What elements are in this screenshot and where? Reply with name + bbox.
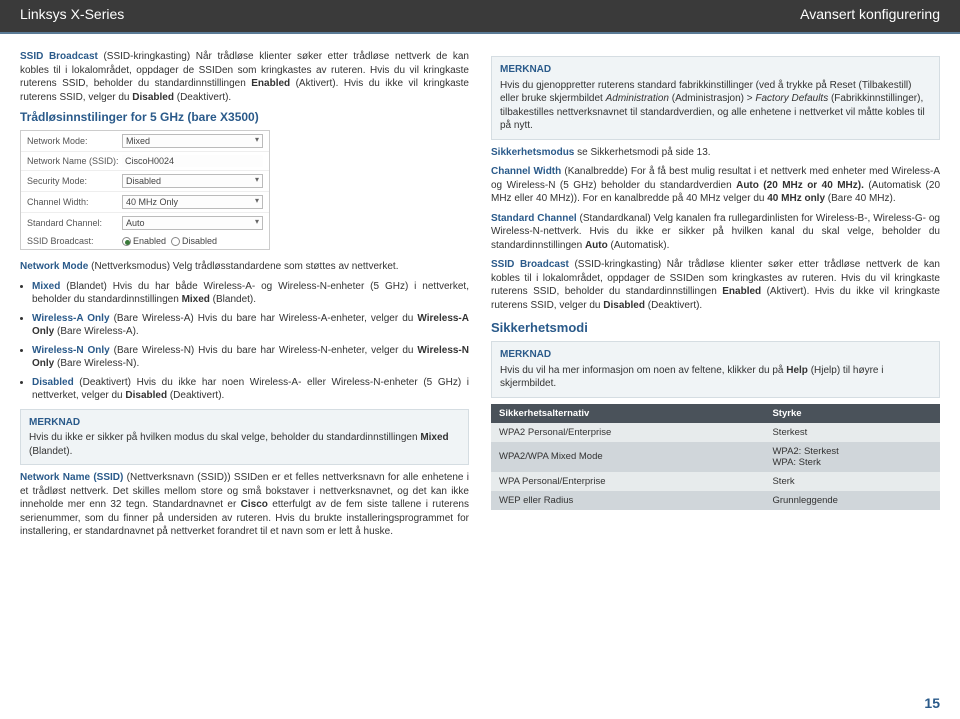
table-cell: Sterkest bbox=[764, 423, 940, 442]
wireless-settings-panel: Network Mode:MixedNetwork Name (SSID):Ci… bbox=[20, 130, 270, 250]
list-item: Mixed (Blandet) Hvis du har både Wireles… bbox=[32, 280, 469, 307]
note-mixed: MERKNAD Hvis du ikke er sikker på hvilke… bbox=[20, 409, 469, 466]
settings-label: Network Mode: bbox=[27, 136, 122, 146]
left-column: SSID Broadcast (SSID-kringkasting) Når t… bbox=[20, 50, 469, 545]
table-cell: WPA2 Personal/Enterprise bbox=[491, 423, 764, 442]
settings-dropdown[interactable]: Disabled bbox=[122, 174, 263, 188]
settings-dropdown[interactable]: Mixed bbox=[122, 134, 263, 148]
security-table: Sikkerhetsalternativ Styrke WPA2 Persona… bbox=[491, 404, 940, 510]
table-cell: WEP eller Radius bbox=[491, 491, 764, 510]
standard-channel-para: Standard Channel (Standardkanal) Velg ka… bbox=[491, 212, 940, 253]
settings-row: Network Name (SSID):CiscoH0024 bbox=[21, 152, 269, 171]
table-cell: WPA Personal/Enterprise bbox=[491, 472, 764, 491]
table-cell: WPA2: Sterkest WPA: Sterk bbox=[764, 442, 940, 472]
settings-label: Network Name (SSID): bbox=[27, 156, 122, 166]
settings-dropdown[interactable]: Auto bbox=[122, 216, 263, 230]
table-cell: WPA2/WPA Mixed Mode bbox=[491, 442, 764, 472]
note-factory-reset: MERKNAD Hvis du gjenoppretter ruterens s… bbox=[491, 56, 940, 140]
page-header: Linksys X-Series Avansert konfigurering bbox=[0, 0, 960, 34]
note-help: MERKNAD Hvis du vil ha mer informasjon o… bbox=[491, 341, 940, 398]
page-number: 15 bbox=[924, 695, 940, 711]
settings-label: Standard Channel: bbox=[27, 218, 122, 228]
header-left: Linksys X-Series bbox=[20, 6, 124, 22]
settings-label: Channel Width: bbox=[27, 197, 122, 207]
list-item: Wireless-A Only (Bare Wireless-A) Hvis d… bbox=[32, 312, 469, 339]
table-cell: Grunnleggende bbox=[764, 491, 940, 510]
table-row: WPA Personal/EnterpriseSterk bbox=[491, 472, 940, 491]
ssid-disabled-radio[interactable]: Disabled bbox=[171, 236, 217, 246]
settings-row: Channel Width:40 MHz Only bbox=[21, 192, 269, 213]
settings-dropdown[interactable]: 40 MHz Only bbox=[122, 195, 263, 209]
network-name-para: Network Name (SSID) (Nettverksnavn (SSID… bbox=[20, 471, 469, 539]
network-mode-bullets: Mixed (Blandet) Hvis du har både Wireles… bbox=[32, 280, 469, 403]
settings-input[interactable]: CiscoH0024 bbox=[122, 155, 263, 167]
channel-width-para: Channel Width (Kanalbredde) For å få bes… bbox=[491, 165, 940, 206]
right-column: MERKNAD Hvis du gjenoppretter ruterens s… bbox=[491, 50, 940, 545]
list-item: Wireless-N Only (Bare Wireless-N) Hvis d… bbox=[32, 344, 469, 371]
security-mode-ref: Sikkerhetsmodus se Sikkerhetsmodi på sid… bbox=[491, 146, 940, 160]
table-header-alt: Sikkerhetsalternativ bbox=[491, 404, 764, 423]
ssid-enabled-radio[interactable]: Enabled bbox=[122, 236, 166, 246]
page-content: SSID Broadcast (SSID-kringkasting) Når t… bbox=[0, 34, 960, 545]
ssid-broadcast-para-2: SSID Broadcast (SSID-kringkasting) Når t… bbox=[491, 258, 940, 312]
table-row: WPA2 Personal/EnterpriseSterkest bbox=[491, 423, 940, 442]
settings-label: Security Mode: bbox=[27, 176, 122, 186]
table-cell: Sterk bbox=[764, 472, 940, 491]
list-item: Disabled (Deaktivert) Hvis du ikke har n… bbox=[32, 376, 469, 403]
ssid-broadcast-para: SSID Broadcast (SSID-kringkasting) Når t… bbox=[20, 50, 469, 104]
header-right: Avansert konfigurering bbox=[800, 6, 940, 22]
ssid-broadcast-row: SSID Broadcast: Enabled Disabled bbox=[21, 233, 269, 249]
table-header-strength: Styrke bbox=[764, 404, 940, 423]
table-row: WEP eller RadiusGrunnleggende bbox=[491, 491, 940, 510]
settings-row: Security Mode:Disabled bbox=[21, 171, 269, 192]
security-modes-title: Sikkerhetsmodi bbox=[491, 320, 940, 335]
table-row: WPA2/WPA Mixed ModeWPA2: Sterkest WPA: S… bbox=[491, 442, 940, 472]
settings-row: Network Mode:Mixed bbox=[21, 131, 269, 152]
wireless-5ghz-title: Trådløsinnstilinger for 5 GHz (bare X350… bbox=[20, 110, 469, 124]
settings-row: Standard Channel:Auto bbox=[21, 213, 269, 233]
network-mode-para: Network Mode (Nettverksmodus) Velg trådl… bbox=[20, 260, 469, 274]
